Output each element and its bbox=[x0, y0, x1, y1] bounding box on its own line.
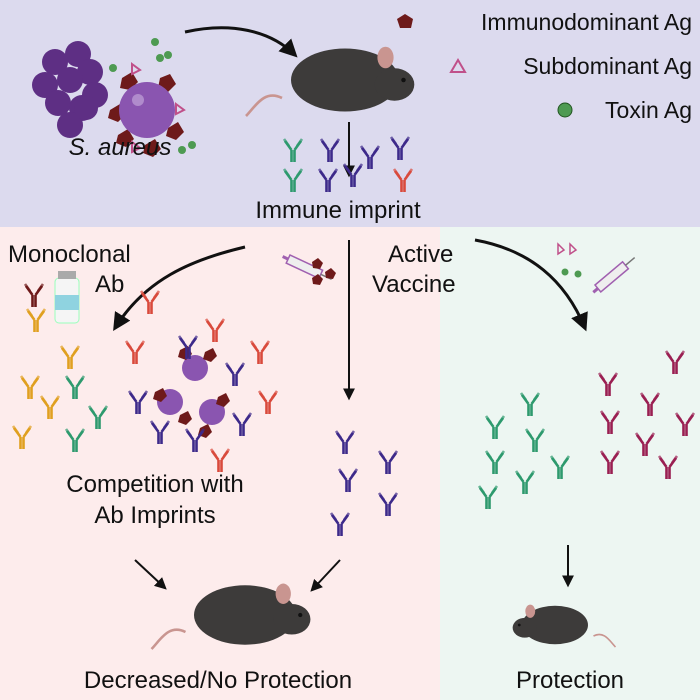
converge-arrow-left bbox=[134, 559, 167, 590]
triangle-icon bbox=[449, 58, 467, 73]
vaccine-arrow-right bbox=[474, 238, 588, 332]
pentagon-icon bbox=[397, 14, 413, 28]
converge-arrow-right bbox=[310, 559, 341, 592]
legend-immunodominant: Immunodominant Ag bbox=[481, 9, 692, 35]
staph-bound-antibodies bbox=[127, 334, 253, 454]
competition-label-1: Competition with bbox=[66, 471, 243, 498]
legend-subdominant: Subdominant Ag bbox=[523, 53, 692, 79]
circle-icon bbox=[557, 102, 573, 118]
vaccine-label-2: Vaccine bbox=[372, 271, 456, 298]
syringe-icon bbox=[282, 254, 332, 281]
monoclonal-label-2: Ab bbox=[95, 271, 124, 298]
monoclonal-arrow bbox=[113, 245, 246, 332]
staph-with-antigens-icon bbox=[108, 38, 196, 157]
competition-label-2: Ab Imprints bbox=[94, 502, 215, 529]
legend-toxin: Toxin Ag bbox=[605, 97, 692, 123]
staph-cluster-icon bbox=[32, 41, 108, 138]
good-outcome-label: Protection bbox=[516, 667, 624, 694]
imprint-label: Immune imprint bbox=[255, 197, 421, 224]
syringe-icon bbox=[592, 257, 636, 294]
monoclonal-label-1: Monoclonal bbox=[8, 241, 131, 268]
infection-arrow bbox=[184, 26, 298, 58]
pathogen-label: S. aureus bbox=[69, 134, 172, 161]
vial-icon bbox=[54, 271, 80, 324]
vaccine-antigens-left bbox=[312, 258, 336, 285]
bad-outcome-label: Decreased/No Protection bbox=[84, 667, 352, 694]
legend: Immunodominant Ag Subdominant Ag Toxin A… bbox=[397, 9, 692, 123]
vaccine-label-1: Active bbox=[388, 241, 453, 268]
vaccine-antigens-right bbox=[557, 242, 582, 278]
